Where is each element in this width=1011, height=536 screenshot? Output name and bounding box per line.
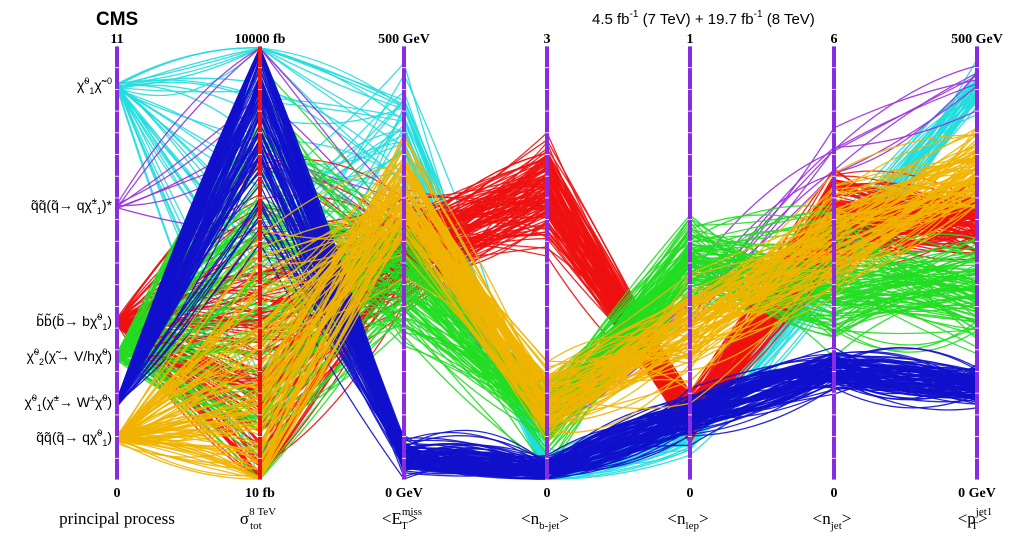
axes [115, 45, 979, 481]
axis-title-2: <Emiss T> [382, 506, 422, 532]
process-label-3: χ̃02(χ̃→ V/hχ̃0) [27, 347, 112, 367]
process-label-4: χ̃01(χ̃±→ W±χ̃0) [25, 393, 112, 413]
axis-bottom-label-6: 0 GeV [958, 486, 996, 501]
axis-top-label-4: 1 [687, 32, 694, 47]
axis-top-label-1: 10000 fb [235, 32, 286, 47]
series-line-5 [116, 165, 978, 438]
luminosity-label: 4.5 fb-1 (7 TeV) + 19.7 fb-1 (8 TeV) [592, 9, 815, 28]
process-labels: χ̃01χ̃~0 q̃q̃(q̃→ qχ̃±1)* b̃b̃(b̃→ bχ̃01) χ… [25, 76, 113, 448]
series-line-4 [116, 85, 978, 475]
axis-title-6: <pjet1 T> [958, 506, 993, 532]
series-line-5 [116, 170, 978, 480]
axis-labels: 11 0 principal process 10000 fb 10 fb σ8 TeV t… [59, 32, 1003, 532]
axis-top-label-0: 11 [110, 32, 123, 47]
axis-title-1: σ8 TeV tot [240, 506, 276, 532]
series-line-4 [116, 154, 978, 464]
axis-bottom-label-4: 0 [687, 486, 694, 501]
axis-top-label-3: 3 [544, 32, 551, 47]
axis-title-4: <nlep> [667, 509, 708, 532]
axis-bottom-label-2: 0 GeV [385, 486, 423, 501]
axis-bottom-label-1: 10 fb [245, 486, 275, 501]
process-label-5: q̃q̃(q̃→ qχ̃01) [36, 428, 112, 448]
series-line-4 [116, 84, 978, 468]
process-label-0: χ̃01χ̃~0 [77, 76, 112, 96]
process-label-1: q̃q̃(q̃→ qχ̃±1)* [31, 196, 113, 216]
series-line-5 [116, 204, 978, 467]
series-line-4 [116, 110, 978, 473]
process-label-2: b̃b̃(b̃→ bχ̃01) [36, 312, 112, 332]
series-line-4 [116, 155, 978, 476]
series-line-4 [116, 115, 978, 476]
axis-title-5: <njet> [813, 509, 852, 532]
axis-bottom-label-5: 0 [831, 486, 838, 501]
axis-bottom-label-3: 0 [544, 486, 551, 501]
axis-title-3: <nb-jet> [521, 509, 569, 532]
series-line-4 [116, 127, 978, 473]
axis-bottom-label-0: 0 [114, 486, 121, 501]
series-line-5 [116, 169, 978, 471]
axis-top-label-5: 6 [831, 32, 838, 47]
series-line-5 [116, 193, 978, 436]
series-line-4 [116, 57, 978, 477]
axis-top-label-2: 500 GeV [378, 32, 430, 47]
axis-title-0: principal process [59, 509, 175, 528]
series-line-4 [116, 170, 978, 472]
series-line-4 [116, 74, 978, 465]
experiment-label: CMS [96, 9, 138, 30]
axis-top-label-6: 500 GeV [951, 32, 1003, 47]
series-line-4 [116, 113, 978, 468]
series-line-4 [116, 51, 978, 480]
